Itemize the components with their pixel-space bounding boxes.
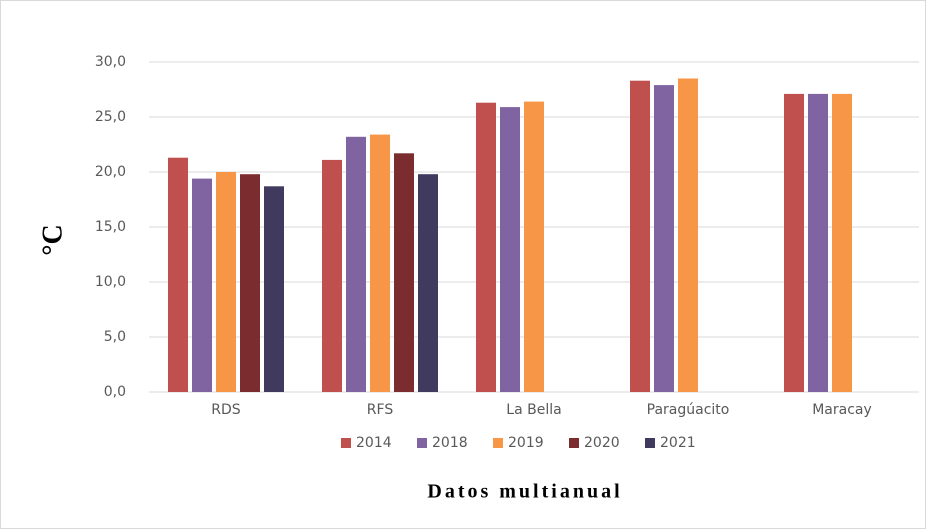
y-axis-label: °C	[37, 224, 68, 255]
bar	[630, 80, 650, 392]
y-tick-label: 0,0	[104, 384, 126, 400]
bar	[500, 107, 520, 392]
legend-label: 2018	[432, 435, 468, 451]
bar	[346, 136, 366, 392]
y-tick-label: 20,0	[95, 164, 126, 180]
y-tick-label: 5,0	[104, 329, 126, 345]
bar	[832, 93, 852, 393]
bar	[216, 172, 236, 392]
bar	[654, 85, 674, 392]
bar	[476, 102, 496, 392]
bar	[784, 93, 804, 393]
bar	[678, 78, 698, 392]
bar	[264, 186, 284, 392]
x-tick-label: La Bella	[506, 402, 561, 418]
legend-label: 2020	[584, 435, 620, 451]
x-tick-label: Maracay	[812, 402, 872, 418]
y-tick-label: 30,0	[95, 54, 126, 70]
bar	[524, 101, 544, 392]
legend-swatch	[493, 438, 503, 448]
bar	[394, 153, 414, 392]
x-tick-label: RFS	[367, 402, 394, 418]
legend-swatch	[417, 438, 427, 448]
legend-swatch	[645, 438, 655, 448]
bar	[808, 93, 828, 393]
y-tick-label: 10,0	[95, 274, 126, 290]
legend-label: 2021	[660, 435, 696, 451]
legend-swatch	[341, 438, 351, 448]
y-tick-label: 25,0	[95, 109, 126, 125]
bar	[418, 174, 438, 392]
bar	[322, 159, 342, 392]
x-tick-label: Paragúacito	[647, 402, 730, 418]
legend-label: 2014	[356, 435, 392, 451]
y-tick-label: 15,0	[95, 219, 126, 235]
bar	[168, 157, 188, 392]
bar	[192, 178, 212, 392]
legend-label: 2019	[508, 435, 544, 451]
x-tick-label: RDS	[211, 402, 241, 418]
chart-title: Datos multianual	[427, 481, 622, 503]
bar	[240, 174, 260, 392]
bar	[370, 134, 390, 392]
legend-swatch	[569, 438, 579, 448]
